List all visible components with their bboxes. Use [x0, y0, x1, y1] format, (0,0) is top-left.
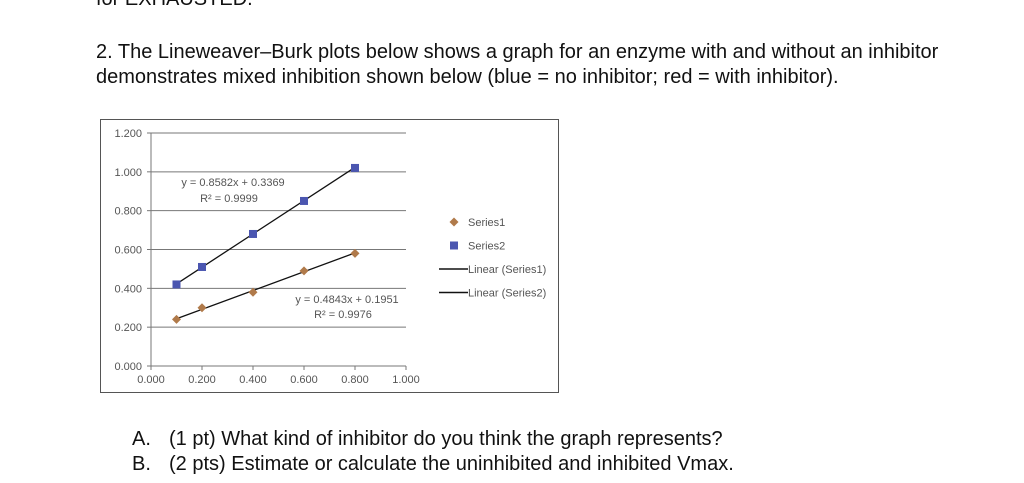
legend-trend2-label: Linear (Series2)	[468, 288, 546, 300]
y-tick-label: 1.200	[114, 128, 142, 140]
prompt-b-text: (2 pts) Estimate or calculate the uninhi…	[169, 453, 734, 475]
prompt-b-label: B.	[132, 453, 151, 475]
series2-point	[300, 196, 308, 205]
y-tick-label: 0.200	[114, 322, 142, 334]
chart-canvas: 0.000 0.200 0.400 0.600 0.800 1.000 1.200 0.000…	[114, 128, 546, 386]
y-tick-label: 0.800	[114, 206, 142, 218]
legend-series2-label: Series2	[468, 241, 505, 253]
question-line-1: 2. The Lineweaver–Burk plots below shows…	[96, 41, 939, 63]
x-tick-label: 1.000	[392, 374, 420, 386]
y-tick-label: 1.000	[114, 167, 142, 179]
y-tick-label: 0.000	[114, 361, 142, 373]
cut-off-heading: for EXHAUSTED.	[96, 0, 253, 11]
series1-point	[248, 287, 258, 297]
answer-prompts: A. (1 pt) What kind of inhibitor do you t…	[132, 427, 734, 477]
trendline-1-equation: y = 0.4843x + 0.1951	[295, 294, 398, 306]
series2-point	[172, 280, 181, 289]
series1-point	[299, 266, 309, 276]
series1-point	[197, 303, 207, 313]
legend-series1-marker	[449, 217, 459, 227]
series2-point	[198, 262, 206, 271]
trendline-1-r2: R² = 0.9976	[314, 309, 372, 321]
y-tick-label: 0.400	[114, 283, 142, 295]
series1-point	[172, 314, 181, 324]
prompt-b: B. (2 pts) Estimate or calculate the unin…	[132, 452, 734, 477]
series1-point	[350, 248, 360, 258]
question-line-2: demonstrates mixed inhibition shown belo…	[96, 66, 839, 88]
x-tick-label: 0.400	[239, 374, 267, 386]
lineweaver-burk-chart: 0.000 0.200 0.400 0.600 0.800 1.000 1.200 0.000…	[100, 119, 559, 393]
trendline-2	[176, 166, 356, 285]
x-tick-label: 0.000	[137, 374, 165, 386]
x-tick-label: 0.800	[341, 374, 369, 386]
legend-trend1-label: Linear (Series1)	[468, 264, 546, 276]
legend-series1-label: Series1	[468, 217, 505, 229]
series2-point	[351, 163, 359, 172]
x-tick-label: 0.600	[290, 374, 318, 386]
trendline-2-equation: y = 0.8582x + 0.3369	[181, 177, 284, 189]
y-tick-label: 0.600	[114, 245, 142, 257]
series2-point	[249, 229, 257, 238]
prompt-a-text: (1 pt) What kind of inhibitor do you thi…	[169, 428, 723, 450]
trendline-2-r2: R² = 0.9999	[200, 193, 258, 205]
x-tick-label: 0.200	[188, 374, 216, 386]
prompt-a: A. (1 pt) What kind of inhibitor do you t…	[132, 427, 734, 452]
prompt-a-label: A.	[132, 428, 151, 450]
legend-series2-marker	[450, 241, 458, 250]
question-text: 2. The Lineweaver–Burk plots below shows…	[96, 40, 1024, 90]
